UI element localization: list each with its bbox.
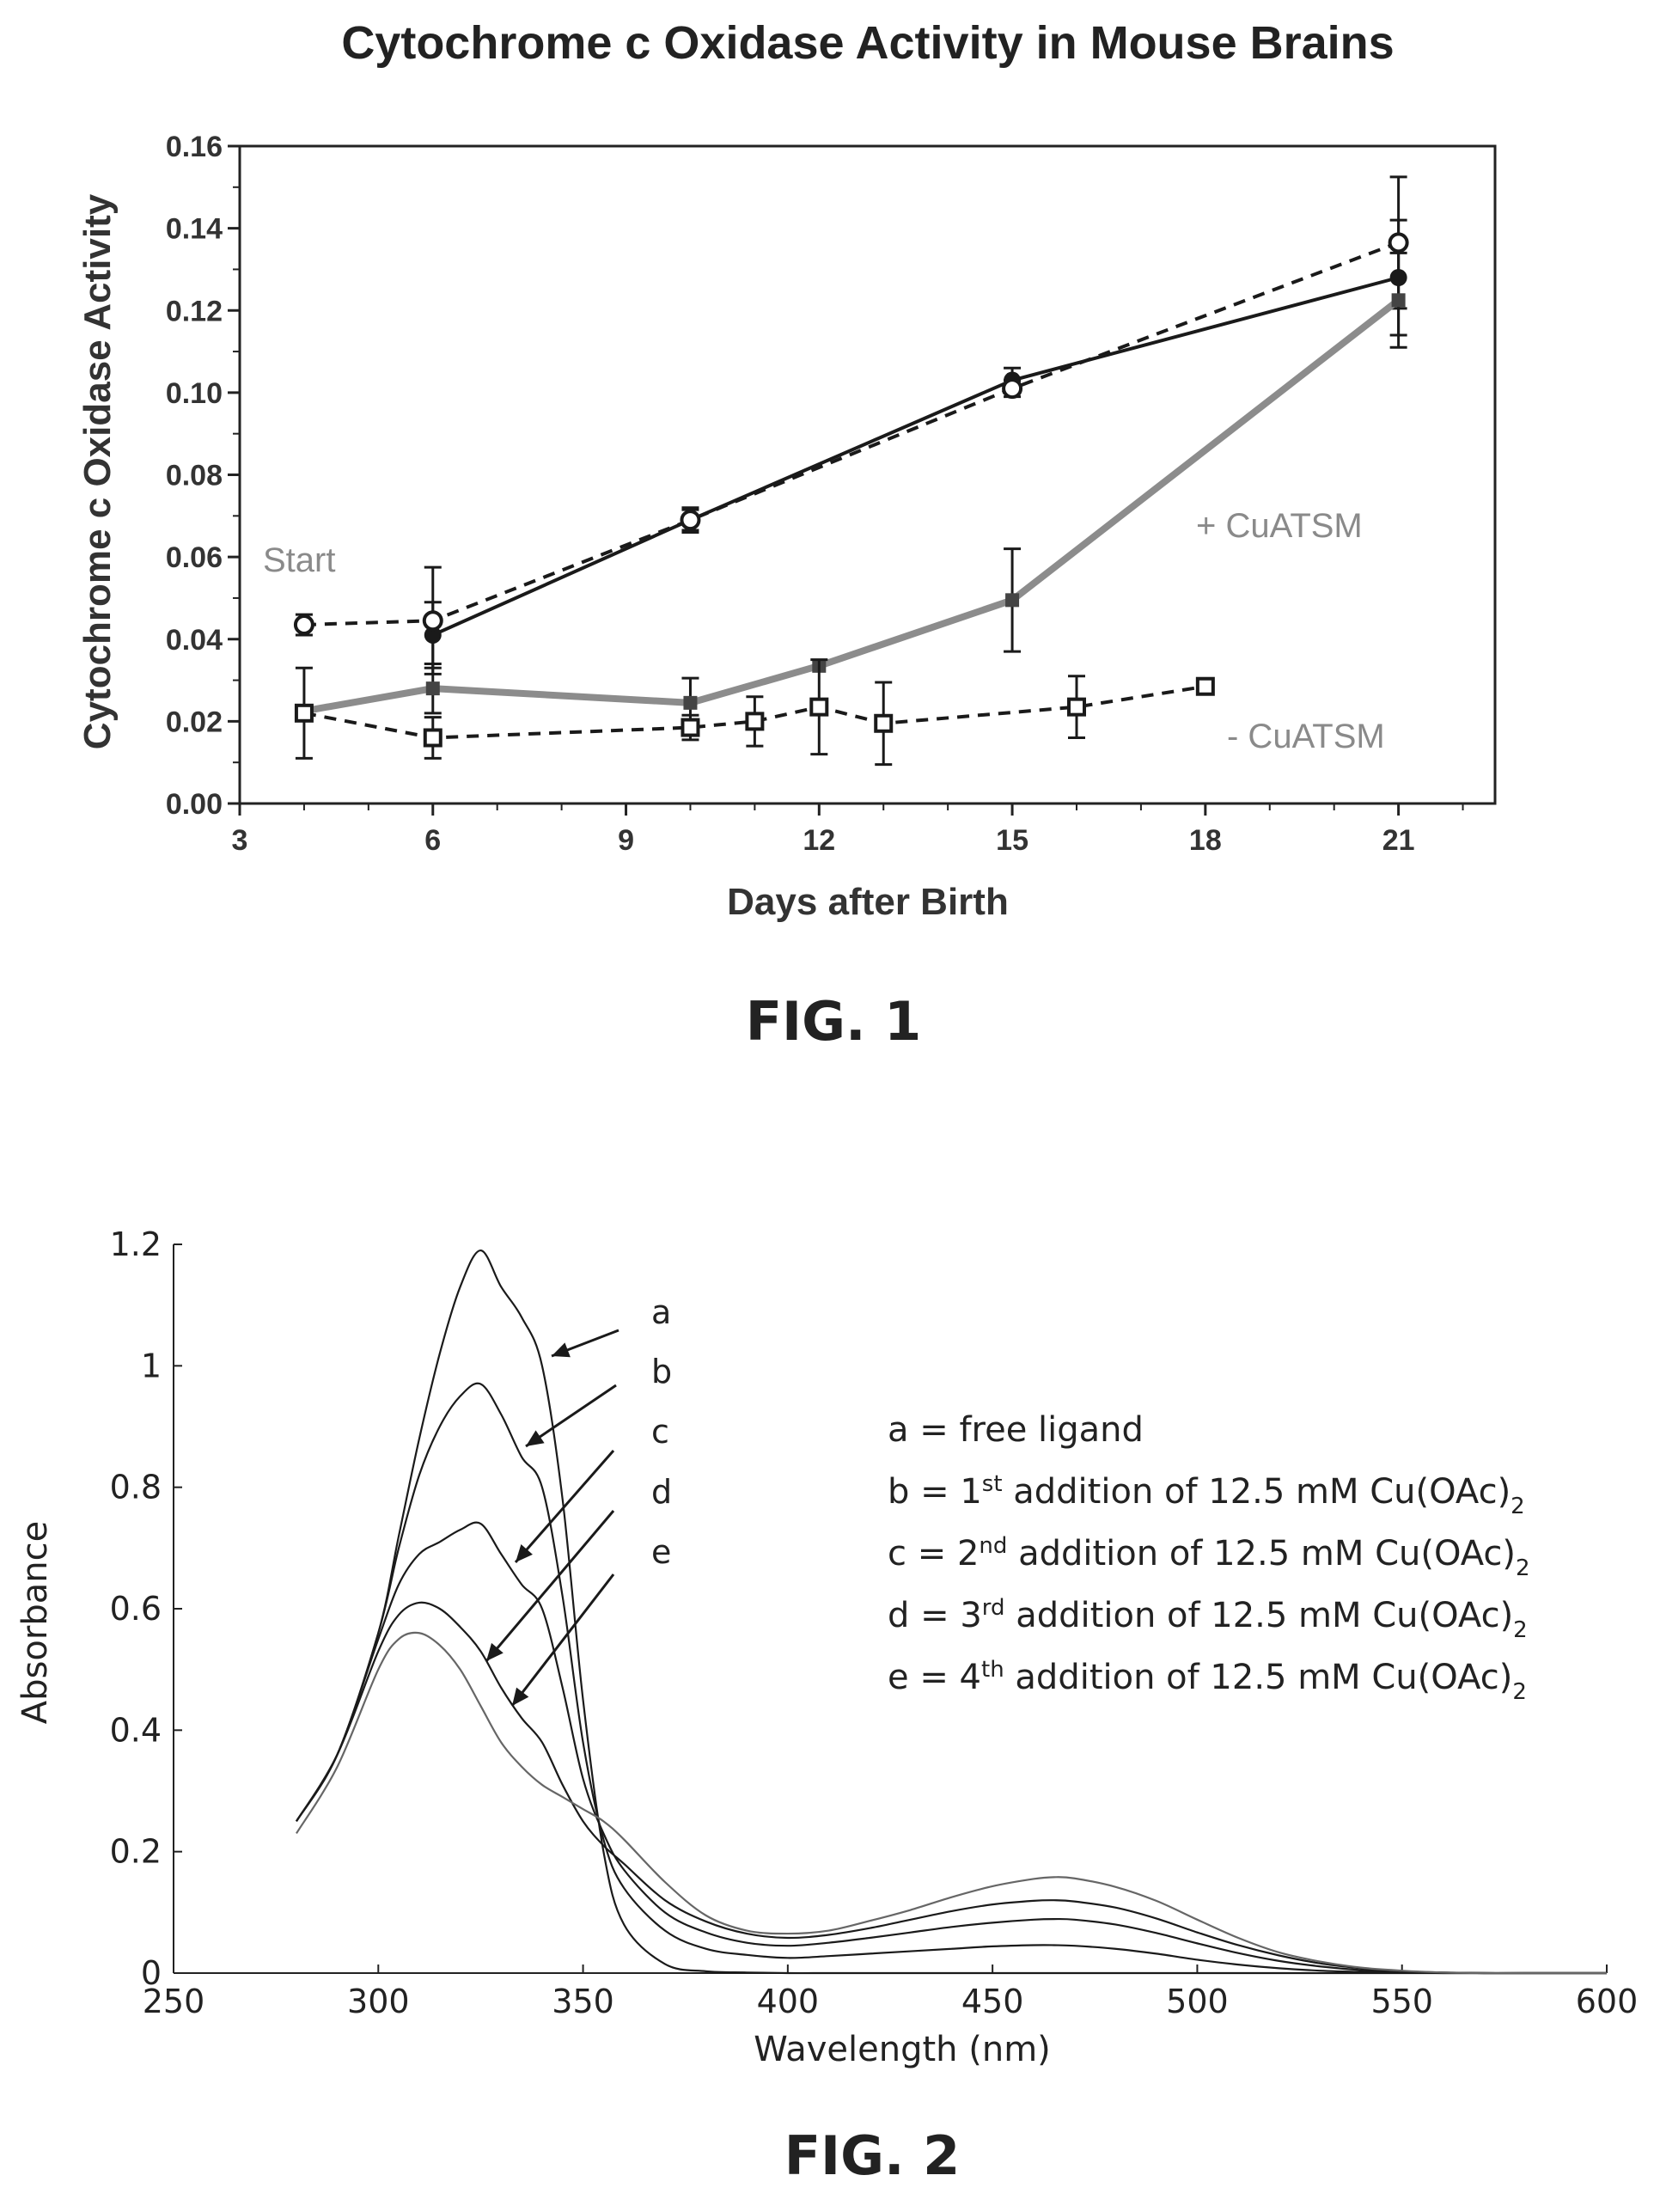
- y-tick-label: 0.6: [110, 1590, 162, 1628]
- data-point: [422, 610, 443, 632]
- series-1-line: [303, 241, 1400, 627]
- arrow-head: [526, 1430, 545, 1446]
- spectrum-curve-a: [296, 1249, 1607, 1975]
- y-tick-label: 0.8: [110, 1469, 162, 1506]
- legend-entry-b: b = 1st addition of 12.5 mM Cu(OAc)2: [888, 1471, 1525, 1519]
- curve-label-a: a: [651, 1293, 671, 1331]
- x-tick-label: 500: [1166, 1983, 1229, 2020]
- fig1-start-annotation: Start: [263, 541, 335, 579]
- legend-entry-e: e = 4th addition of 12.5 mM Cu(OAc)2: [888, 1657, 1527, 1705]
- y-tick-label: 0.08: [166, 460, 223, 492]
- spectrum-curve-d: [296, 1601, 1607, 1975]
- arrow-head: [552, 1342, 571, 1358]
- fig2-x-axis-label: Wavelength (nm): [754, 2030, 1051, 2069]
- x-tick-label: 21: [1382, 824, 1415, 857]
- y-tick-label: 0.4: [110, 1711, 162, 1749]
- series-3-line: [303, 684, 1206, 740]
- data-point: [1067, 697, 1086, 717]
- spectrum-curve-b: [296, 1382, 1607, 1975]
- spectrum-curve-e: [296, 1631, 1607, 1975]
- legend-entry-c: c = 2nd addition of 12.5 mM Cu(OAc)2: [888, 1533, 1530, 1581]
- data-point: [745, 712, 765, 731]
- x-tick-label: 250: [143, 1983, 205, 2020]
- curve-label-b: b: [651, 1353, 672, 1390]
- arrow-head: [516, 1544, 533, 1562]
- fig1-plot-area: 0.00 0.02 0.04 0.06 0.08 0.10 0.12 0.14 0.16 3 6 9 1…: [166, 131, 1497, 857]
- fig2-y-axis-label: Absorbance: [15, 1521, 55, 1724]
- y-tick-label: 0.14: [166, 213, 223, 246]
- y-tick-label: 0.16: [166, 131, 223, 163]
- x-tick-label: 18: [1189, 824, 1222, 857]
- y-tick-label: 0.2: [110, 1833, 162, 1871]
- fig1-title: Cytochrome c Oxidase Activity in Mouse B…: [341, 17, 1394, 69]
- data-point: [423, 728, 442, 748]
- fig1-frame: [238, 144, 1497, 805]
- x-tick-label: 400: [757, 1983, 820, 2020]
- x-tick-label: 450: [961, 1983, 1024, 2020]
- data-point: [1388, 232, 1409, 254]
- x-tick-label: 9: [618, 824, 634, 857]
- x-tick-label: 3: [232, 824, 248, 857]
- fig1-y-axis-label: Cytochrome c Oxidase Activity: [76, 193, 119, 749]
- data-point: [874, 713, 894, 733]
- y-tick-label: 0.04: [166, 624, 223, 657]
- data-point: [680, 510, 701, 531]
- x-tick-label: 300: [347, 1983, 410, 2020]
- data-point: [293, 614, 314, 636]
- annotation-arrow: [525, 1384, 617, 1448]
- y-tick-label: 0.10: [166, 377, 223, 410]
- series-0-line: [431, 276, 1400, 637]
- x-tick-label: 6: [424, 824, 441, 857]
- fig1-plus-cuatsm-annotation: + CuATSM: [1196, 507, 1363, 545]
- data-point: [1391, 293, 1406, 308]
- curve-label-c: c: [651, 1413, 669, 1451]
- legend-entry-d: d = 3rd addition of 12.5 mM Cu(OAc)2: [888, 1595, 1528, 1643]
- y-tick-label: 0.00: [166, 788, 223, 821]
- fig1-minus-cuatsm-annotation: - CuATSM: [1227, 718, 1385, 755]
- annotation-arrow: [514, 1450, 615, 1563]
- fig2-legend: a = free ligand b = 1st addition of 12.5…: [888, 1410, 1530, 1705]
- y-tick-label: 0.02: [166, 706, 223, 738]
- data-point: [425, 681, 440, 696]
- data-point: [809, 697, 829, 717]
- arrow-head: [512, 1687, 529, 1706]
- fig1-x-axis-label: Days after Birth: [727, 881, 1009, 923]
- y-tick-label: 1: [141, 1347, 162, 1384]
- fig2-plot-area: 0 0.2 0.4 0.6 0.8 1 1.2 250 300 350 400 450 500 550 60…: [110, 1225, 1639, 2020]
- x-tick-label: 12: [803, 824, 835, 857]
- y-tick-label: 0.06: [166, 541, 223, 574]
- x-tick-label: 550: [1370, 1983, 1433, 2020]
- curve-label-e: e: [651, 1533, 671, 1571]
- data-point: [683, 695, 698, 710]
- x-tick-label: 15: [996, 824, 1028, 857]
- data-point: [1005, 593, 1020, 608]
- annotation-arrow: [485, 1510, 615, 1662]
- legend-entry-a: a = free ligand: [888, 1410, 1144, 1450]
- fig2-caption: FIG. 2: [784, 2124, 961, 2187]
- y-tick-label: 0: [141, 1954, 162, 1992]
- data-point: [1002, 378, 1023, 400]
- spectrum-curve-c: [296, 1521, 1607, 1975]
- fig1-caption: FIG. 1: [746, 990, 922, 1053]
- data-point: [294, 703, 314, 723]
- curve-label-d: d: [651, 1473, 672, 1511]
- y-tick-label: 1.2: [110, 1225, 162, 1263]
- arrow-head: [486, 1642, 504, 1661]
- series-2-line: [303, 297, 1401, 715]
- y-tick-label: 0.12: [166, 295, 223, 327]
- annotation-arrow: [510, 1573, 615, 1707]
- data-point: [681, 718, 700, 737]
- data-point: [1195, 676, 1215, 696]
- x-tick-label: 600: [1576, 1983, 1639, 2020]
- x-tick-label: 350: [552, 1983, 614, 2020]
